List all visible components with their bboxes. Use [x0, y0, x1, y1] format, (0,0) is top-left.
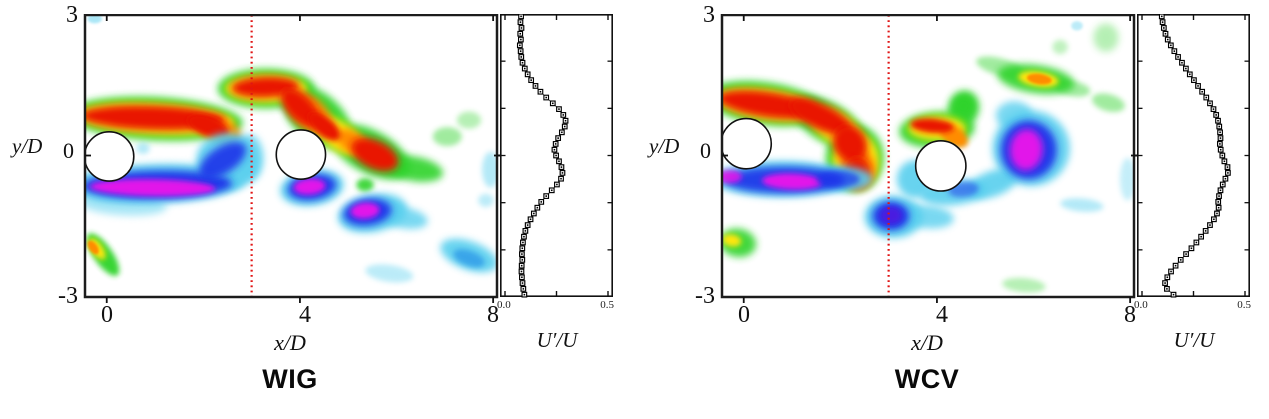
wig-ytick-bottom: -3 — [58, 283, 78, 309]
wcv-xtick-0: 0 — [738, 302, 750, 328]
wig-profile-tick-05: 0.5 — [600, 299, 614, 311]
wig-profile-plot — [494, 14, 613, 299]
wig-ytick-zero: 0 — [63, 138, 74, 163]
wcv-ytick-top: 3 — [703, 2, 715, 28]
wig-xlabel: x/D — [274, 330, 306, 355]
wig-contour-plot — [77, 14, 505, 305]
wig-xtick-0: 0 — [101, 302, 113, 328]
wcv-xtick-8: 8 — [1124, 302, 1136, 328]
wcv-xlabel: x/D — [911, 330, 943, 355]
wig-ytick-top: 3 — [66, 2, 78, 28]
wcv-ytick-bottom: -3 — [695, 283, 715, 309]
wig-profile-tick-0: 0.0 — [497, 299, 511, 311]
wig-profile-xlabel: U′/U — [536, 328, 578, 352]
wcv-profile-tick-05: 0.5 — [1237, 299, 1251, 311]
wcv-ytick-zero: 0 — [700, 138, 711, 163]
wcv-contour-plot — [714, 14, 1142, 305]
wcv-xtick-4: 4 — [936, 302, 948, 328]
wcv-profile-xlabel: U′/U — [1173, 328, 1215, 352]
wcv-profile-plot — [1131, 14, 1250, 299]
wcv-profile-tick-0: 0.0 — [1134, 299, 1148, 311]
wig-xtick-4: 4 — [299, 302, 311, 328]
wig-xtick-8: 8 — [487, 302, 499, 328]
wig-ylabel: y/D — [12, 134, 43, 158]
wig-panel-title: WIG — [262, 364, 318, 394]
wcv-panel-title: WCV — [894, 364, 960, 394]
wcv-ylabel: y/D — [649, 134, 680, 158]
